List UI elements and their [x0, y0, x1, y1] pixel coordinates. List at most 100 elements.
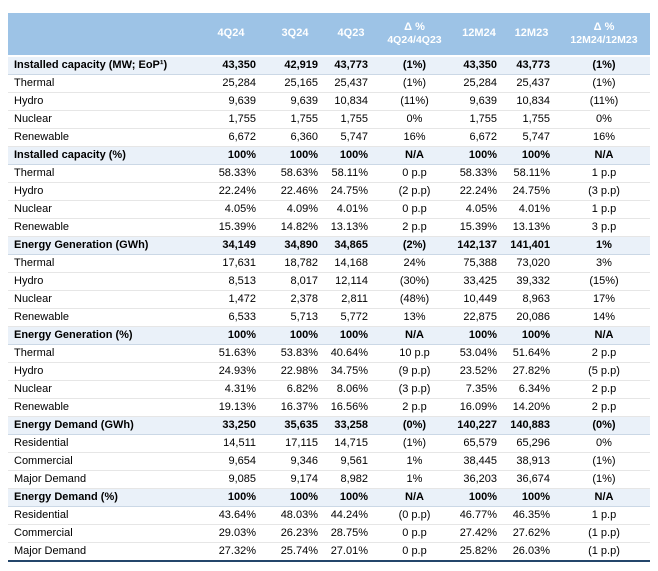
cell-12m24: 7.35% [453, 380, 505, 399]
cell-4q24: 9,085 [198, 470, 264, 489]
cell-3q24: 26.23% [264, 524, 326, 543]
cell-12m23: 27.62% [505, 524, 558, 543]
cell-12m24: 46.77% [453, 506, 505, 525]
table-row: Residential 43.64% 48.03% 44.24% (0 p.p) 46.7… [8, 506, 650, 525]
row-label: Thermal [8, 344, 198, 363]
cell-12m24: 65,579 [453, 434, 505, 453]
cell-4q24: 6,672 [198, 128, 264, 147]
cell-3q24: 22.46% [264, 182, 326, 201]
cell-12m24: 100% [453, 326, 505, 345]
cell-12m24: 27.42% [453, 524, 505, 543]
cell-4q24: 34,149 [198, 236, 264, 255]
column-header-text: Δ % [404, 20, 425, 33]
column-header-delta-12m24-12m23: Δ % 12M24/12M23 [558, 13, 650, 57]
cell-delta-12m24-12m23: (1%) [558, 470, 650, 489]
cell-4q23: 5,747 [326, 128, 376, 147]
table-row: Renewable 15.39% 14.82% 13.13% 2 p.p 15.39% 13… [8, 218, 650, 237]
cell-delta-4q24-4q23: 2 p.p [376, 398, 453, 417]
column-header-text: 4Q24 [217, 27, 245, 40]
cell-12m23: 51.64% [505, 344, 558, 363]
cell-4q23: 14,715 [326, 434, 376, 453]
cell-12m24: 33,425 [453, 272, 505, 291]
table-row: Renewable 6,533 5,713 5,772 13% 22,875 20,086 1… [8, 308, 650, 327]
cell-4q23: 8,982 [326, 470, 376, 489]
cell-12m23: 100% [505, 488, 558, 507]
cell-12m24: 22,875 [453, 308, 505, 327]
cell-delta-4q24-4q23: 0 p.p [376, 542, 453, 562]
cell-delta-4q24-4q23: (2 p.p) [376, 182, 453, 201]
cell-12m24: 100% [453, 146, 505, 165]
cell-delta-12m24-12m23: 3 p.p [558, 218, 650, 237]
column-header-text: Δ % [593, 20, 615, 33]
cell-delta-12m24-12m23: 17% [558, 290, 650, 309]
cell-4q23: 24.75% [326, 182, 376, 201]
cell-12m24: 10,449 [453, 290, 505, 309]
cell-12m24: 25,284 [453, 74, 505, 93]
cell-delta-4q24-4q23: 0 p.p [376, 164, 453, 183]
cell-12m24: 23.52% [453, 362, 505, 381]
cell-4q24: 100% [198, 488, 264, 507]
cell-12m24: 43,350 [453, 55, 505, 75]
cell-delta-12m24-12m23: (5 p.p) [558, 362, 650, 381]
cell-3q24: 22.98% [264, 362, 326, 381]
cell-12m23: 5,747 [505, 128, 558, 147]
cell-12m24: 9,639 [453, 92, 505, 111]
column-header-12m24: 12M24 [453, 13, 505, 57]
cell-3q24: 9,174 [264, 470, 326, 489]
cell-12m23: 1,755 [505, 110, 558, 129]
header-row: 4Q24 3Q24 4Q23 Δ % 4Q24/4Q23 12M24 12M23 Δ % 12M… [8, 13, 650, 57]
row-label: Nuclear [8, 290, 198, 309]
cell-3q24: 58.63% [264, 164, 326, 183]
cell-delta-4q24-4q23: (30%) [376, 272, 453, 291]
cell-3q24: 25.74% [264, 542, 326, 562]
cell-delta-4q24-4q23: (1%) [376, 55, 453, 75]
cell-4q24: 27.32% [198, 542, 264, 562]
cell-3q24: 100% [264, 488, 326, 507]
table-row: Thermal 58.33% 58.63% 58.11% 0 p.p 58.33% 58.1… [8, 164, 650, 183]
cell-4q24: 25,284 [198, 74, 264, 93]
cell-12m24: 53.04% [453, 344, 505, 363]
row-label: Nuclear [8, 380, 198, 399]
column-header-text: 12M24 [462, 27, 496, 40]
cell-12m24: 22.24% [453, 182, 505, 201]
cell-delta-4q24-4q23: (0%) [376, 416, 453, 435]
cell-3q24: 5,713 [264, 308, 326, 327]
cell-delta-4q24-4q23: (0 p.p) [376, 506, 453, 525]
row-label: Commercial [8, 452, 198, 471]
cell-delta-12m24-12m23: (11%) [558, 92, 650, 111]
cell-delta-12m24-12m23: 1 p.p [558, 506, 650, 525]
cell-delta-4q24-4q23: 1% [376, 452, 453, 471]
cell-12m23: 10,834 [505, 92, 558, 111]
cell-delta-4q24-4q23: (1%) [376, 434, 453, 453]
cell-delta-12m24-12m23: 2 p.p [558, 344, 650, 363]
cell-4q24: 33,250 [198, 416, 264, 435]
cell-4q23: 13.13% [326, 218, 376, 237]
cell-delta-12m24-12m23: (15%) [558, 272, 650, 291]
table-row: Thermal 51.63% 53.83% 40.64% 10 p.p 53.04% 51.… [8, 344, 650, 363]
cell-delta-12m24-12m23: 1 p.p [558, 164, 650, 183]
table-row: Major Demand 27.32% 25.74% 27.01% 0 p.p 25.82… [8, 542, 650, 562]
row-label: Thermal [8, 74, 198, 93]
cell-12m23: 26.03% [505, 542, 558, 562]
cell-delta-12m24-12m23: (1 p.p) [558, 524, 650, 543]
cell-4q24: 29.03% [198, 524, 264, 543]
table-header: 4Q24 3Q24 4Q23 Δ % 4Q24/4Q23 12M24 12M23 Δ % 12M… [8, 13, 650, 57]
cell-delta-4q24-4q23: 2 p.p [376, 218, 453, 237]
cell-12m24: 6,672 [453, 128, 505, 147]
cell-4q24: 8,513 [198, 272, 264, 291]
cell-delta-12m24-12m23: (1%) [558, 74, 650, 93]
cell-4q24: 22.24% [198, 182, 264, 201]
cell-12m23: 20,086 [505, 308, 558, 327]
cell-delta-4q24-4q23: (9 p.p) [376, 362, 453, 381]
cell-4q23: 28.75% [326, 524, 376, 543]
cell-12m24: 38,445 [453, 452, 505, 471]
cell-4q23: 5,772 [326, 308, 376, 327]
row-label: Renewable [8, 218, 198, 237]
column-header-4q24: 4Q24 [198, 13, 264, 57]
cell-delta-4q24-4q23: 0% [376, 110, 453, 129]
table-row: Hydro 9,639 9,639 10,834 (11%) 9,639 10,834 (11… [8, 92, 650, 111]
cell-delta-12m24-12m23: 2 p.p [558, 398, 650, 417]
section-row: Installed capacity (MW; EoP¹) 43,350 42,91… [8, 55, 650, 75]
cell-3q24: 25,165 [264, 74, 326, 93]
cell-4q23: 43,773 [326, 55, 376, 75]
